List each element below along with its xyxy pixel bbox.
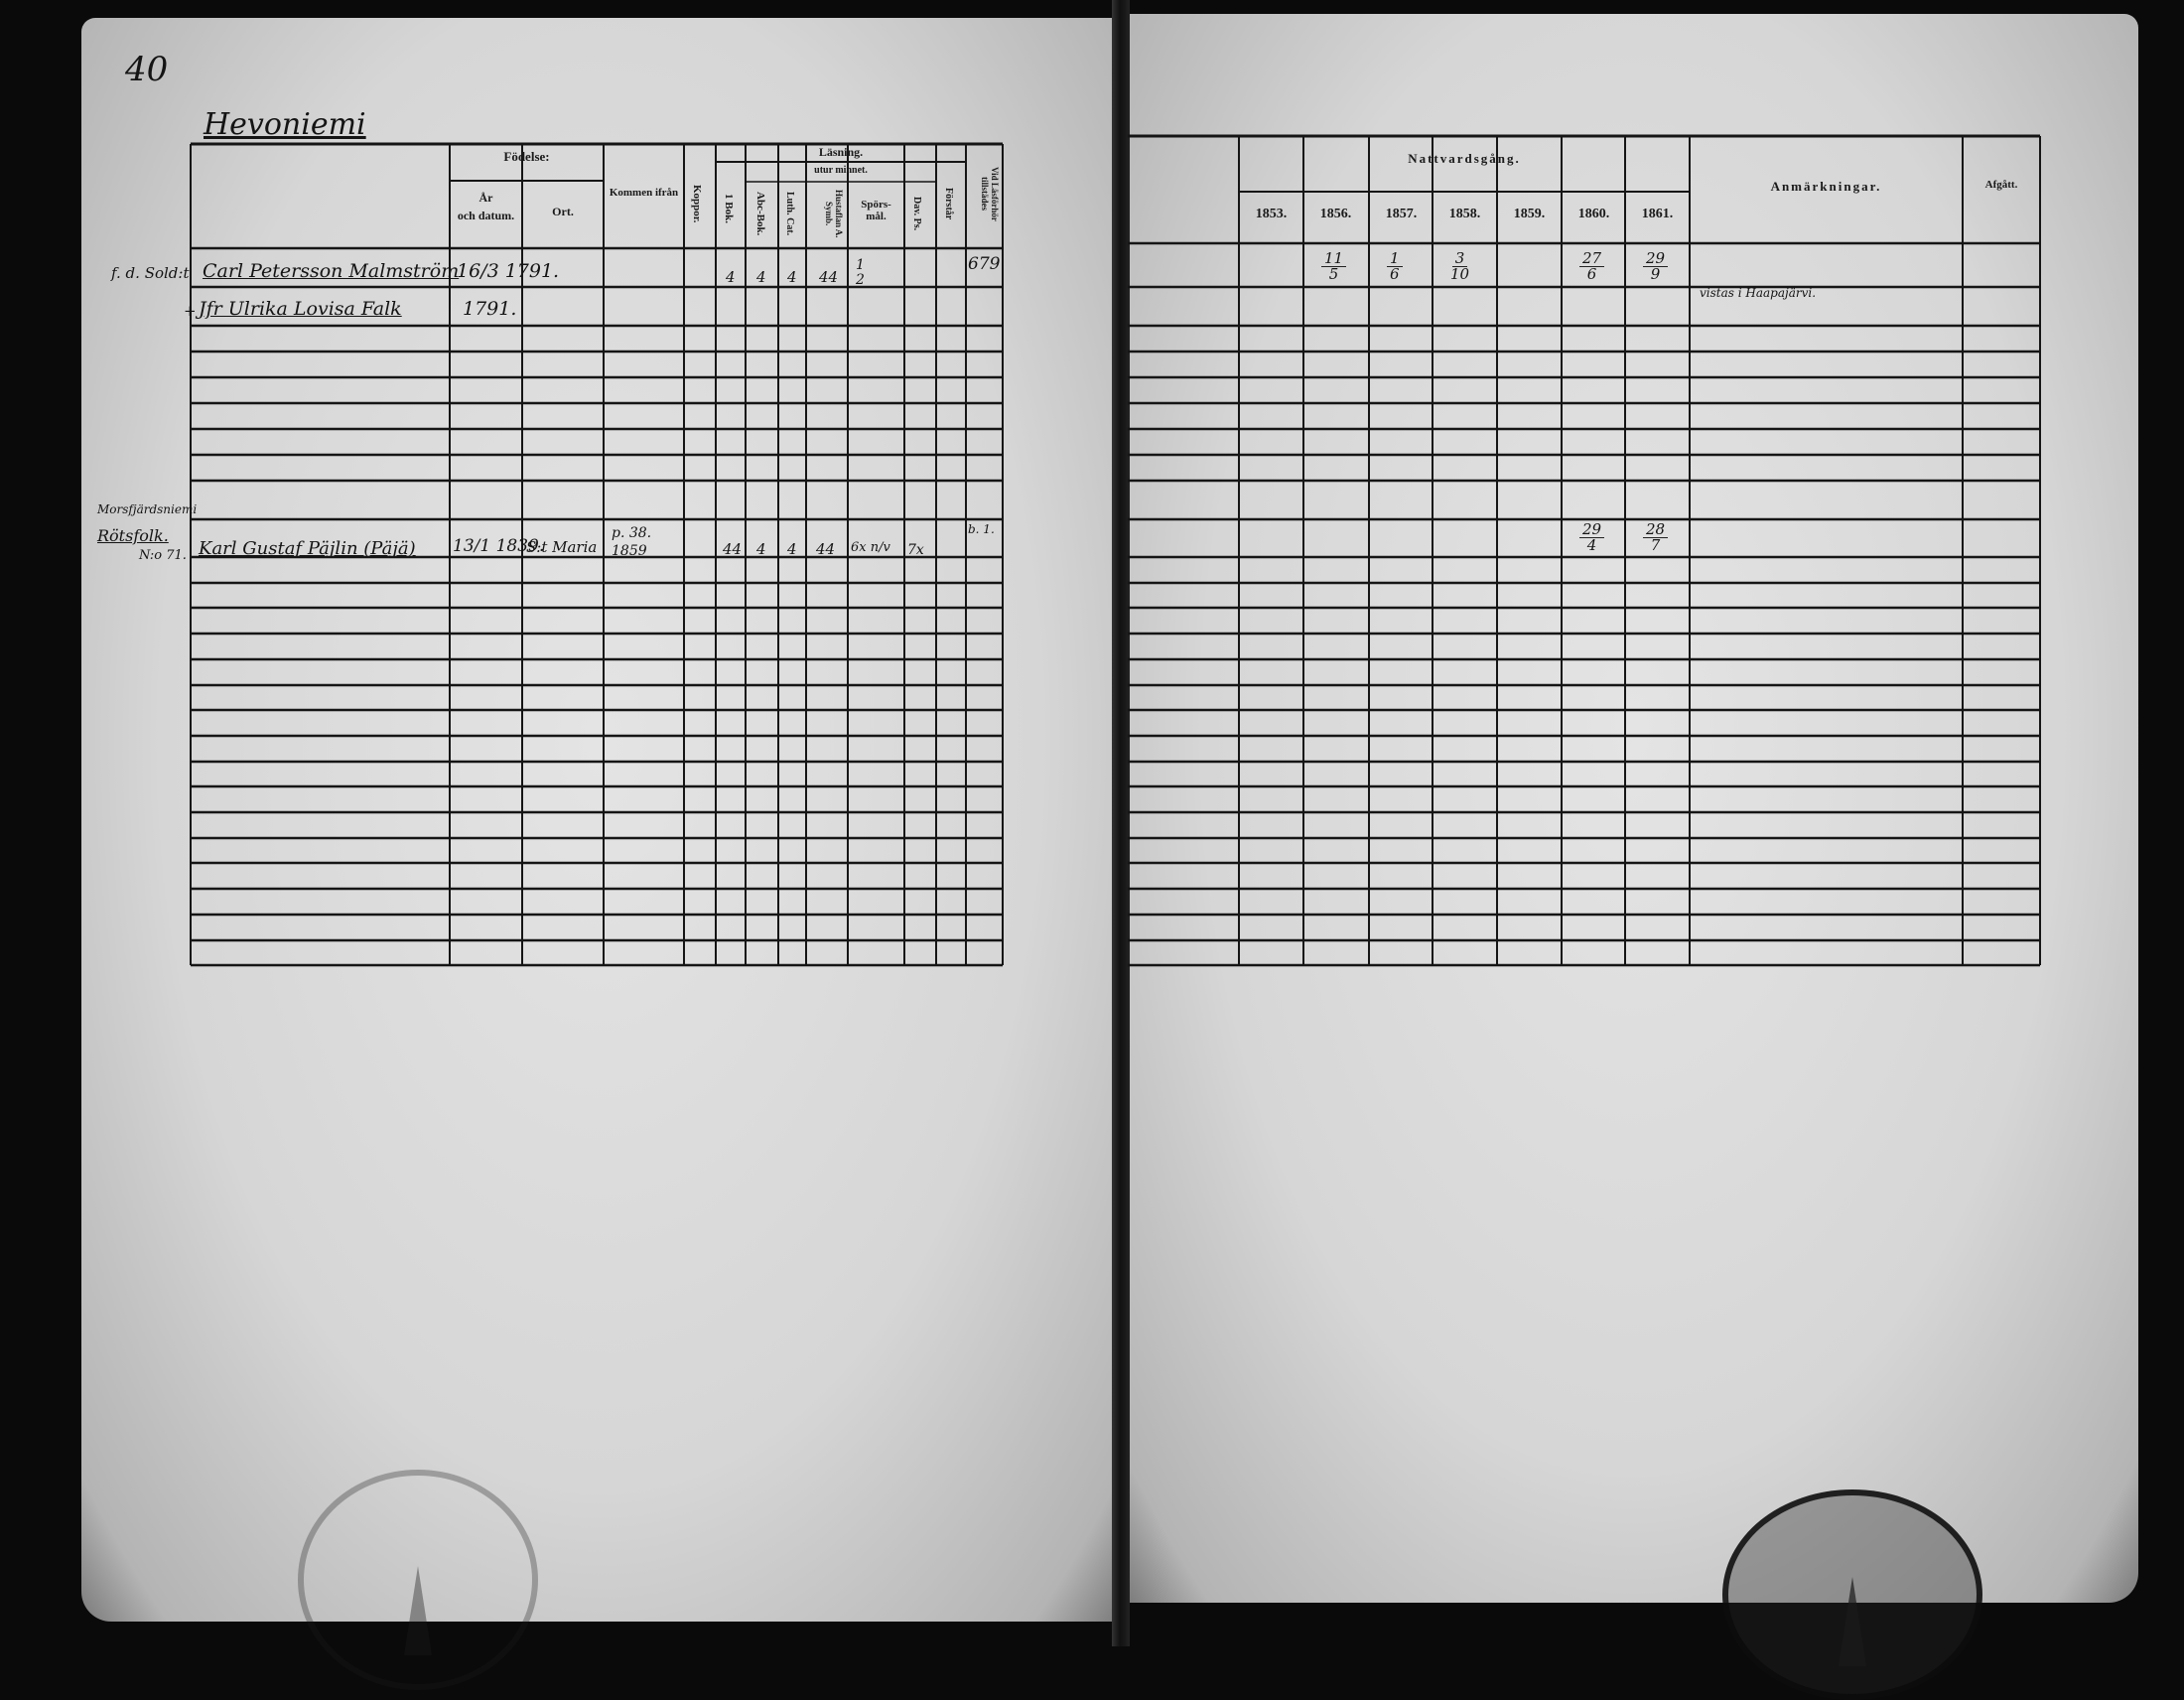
header-hustaflan: Hustaflan A. Symb.	[824, 189, 844, 238]
entry-name: Carl Petersson Malmström	[203, 260, 460, 282]
right-archive-stamp	[1722, 1489, 1982, 1700]
entry-margin-village: Morsfjärdsniemi	[97, 502, 198, 516]
entry-margin: Rötsfolk.	[97, 526, 169, 545]
entry-birth: 13/1 1839.	[453, 536, 545, 556]
village-name: Hevoniemi	[204, 107, 366, 142]
year-header: 1858.	[1448, 207, 1481, 221]
remark-text: vistas i Haapajärvi.	[1700, 286, 1817, 300]
entry-margin: +	[184, 302, 197, 320]
entry-vid: 679	[968, 254, 1001, 274]
header-ar-och-datum: År och datum.	[457, 191, 515, 222]
year-header: 1859.	[1513, 207, 1546, 221]
entry-luth: 4	[787, 268, 797, 286]
header-abc-bok: Abc-Bok.	[754, 192, 766, 236]
church-icon	[1839, 1577, 1866, 1666]
communion-date: 29 4	[1579, 522, 1605, 553]
header-koppor: Koppor.	[691, 184, 703, 223]
entry-abc: 4	[756, 268, 766, 286]
header-ort: Ort.	[552, 205, 574, 218]
header-utur-minnet: utur minnet.	[814, 165, 868, 176]
communion-date: 28 7	[1643, 522, 1669, 553]
year-header: 1853.	[1255, 207, 1288, 221]
entry-birth: 1791.	[463, 298, 517, 320]
header-kommen-ifran: Kommen ifrån	[609, 187, 679, 199]
entry-margin: f. d. Sold:t	[111, 264, 190, 282]
entry-ort: S:t Maria	[526, 538, 598, 556]
header-afgatt: Afgått.	[1984, 179, 2018, 191]
communion-date: 3 10	[1450, 249, 1470, 283]
header-lasning: Läsning.	[818, 145, 864, 159]
entry-spors: 6x n/v	[851, 540, 890, 555]
left-archive-stamp	[298, 1470, 538, 1690]
entry-vid: b. 1.	[968, 522, 995, 536]
entry-hustafl: 44	[816, 540, 836, 558]
page-number: 40	[125, 50, 169, 89]
year-header: 1857.	[1385, 207, 1418, 221]
book-gutter	[1112, 0, 1130, 1646]
entry-name: Jfr Ulrika Lovisa Falk	[199, 298, 402, 320]
entry-margin-number: N:o 71.	[139, 548, 187, 563]
year-header: 1860.	[1577, 207, 1610, 221]
year-header: 1861.	[1641, 207, 1674, 221]
entry-spors: 1 2	[856, 257, 865, 289]
register-grid	[190, 134, 2041, 967]
entry-birth: 16/3 1791.	[457, 260, 560, 282]
communion-date: 11 5	[1321, 251, 1347, 282]
entry-1-bok: 44	[723, 540, 743, 558]
header-luth-cat: Luth. Cat.	[784, 192, 795, 236]
right-page	[1126, 14, 2138, 1603]
communion-date: 29 9	[1643, 251, 1669, 282]
header-dav-ps: Dav. Ps.	[911, 197, 922, 231]
entry-luth: 4	[787, 540, 797, 558]
header-sporsmal: Spörs- mål.	[861, 199, 891, 222]
entry-1-bok: 4	[726, 268, 736, 286]
header-fodelse: Födelse:	[503, 149, 550, 164]
year-header: 1856.	[1319, 207, 1352, 221]
entry-kommen: p. 38. 1859	[612, 525, 652, 560]
entry-dav: 7x	[907, 542, 924, 558]
header-forstar: Förstår	[943, 187, 954, 220]
entry-abc: 4	[756, 540, 766, 558]
entry-hustafl: 44	[819, 268, 839, 286]
header-1-bok: 1 Bok.	[723, 194, 735, 223]
communion-date: 27 6	[1579, 251, 1605, 282]
header-vid-larforhor: Vid Läsförhör tillstädes	[980, 166, 1000, 221]
header-nattvardsgang: Nattvardsgång.	[1408, 151, 1521, 166]
left-page	[81, 18, 1120, 1622]
header-anmarkningar: Anmärkningar.	[1770, 179, 1882, 194]
entry-name: Karl Gustaf Päjlin (Päjä)	[199, 538, 416, 559]
church-icon	[404, 1565, 432, 1655]
